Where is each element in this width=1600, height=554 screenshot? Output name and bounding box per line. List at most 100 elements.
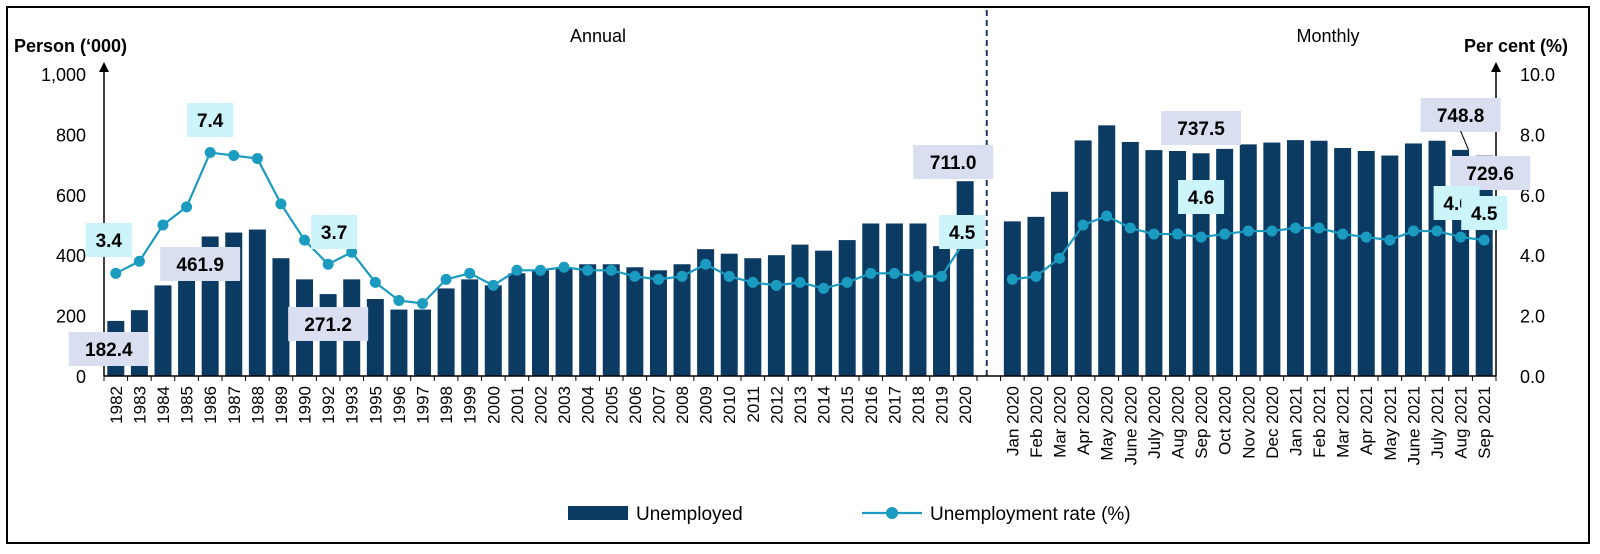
data-label: 748.8	[1437, 106, 1485, 127]
right-tick-label: 10.0	[1520, 65, 1555, 85]
data-label-leader	[1460, 130, 1470, 151]
x-tick-label: 2018	[909, 386, 928, 424]
x-tick-label: Aug 2020	[1168, 386, 1187, 459]
left-tick-label: 200	[56, 307, 86, 327]
x-tick-label: 1982	[107, 386, 126, 424]
rate-point-2001	[511, 264, 523, 276]
right-tick-label: 6.0	[1520, 186, 1545, 206]
rate-point-2007	[652, 273, 664, 285]
x-tick-label: 1988	[248, 386, 267, 424]
rate-point-2004	[582, 264, 594, 276]
bar-apr-2021	[1357, 151, 1375, 376]
bar-1997	[414, 309, 432, 376]
x-tick-label: 2002	[531, 386, 550, 424]
x-tick-label: 2016	[862, 386, 881, 424]
bar-dec-2020	[1263, 142, 1281, 376]
x-tick-label: 1995	[366, 386, 385, 424]
bar-2010	[720, 253, 738, 376]
rate-point-1992	[322, 258, 334, 270]
bar-1989	[272, 258, 290, 376]
rate-point-jan-2021	[1289, 222, 1301, 234]
rate-point-july-2021	[1431, 225, 1443, 237]
data-label: 4.5	[949, 223, 976, 244]
x-tick-label: 2020	[956, 386, 975, 424]
rate-point-2000	[487, 279, 499, 291]
rate-point-jan-2020	[1006, 273, 1018, 285]
bar-2009	[697, 249, 715, 376]
left-tick-label: 800	[56, 125, 86, 145]
bar-june-2021	[1404, 143, 1422, 376]
x-tick-label: Mar 2021	[1334, 386, 1353, 458]
x-tick-label: 2019	[933, 386, 952, 424]
x-tick-label: 2011	[744, 386, 763, 423]
right-tick-label: 8.0	[1520, 125, 1545, 145]
rate-point-june-2020	[1124, 222, 1136, 234]
bar-mar-2021	[1334, 147, 1352, 376]
bar-1996	[390, 309, 408, 376]
rate-point-1986	[204, 147, 216, 159]
bar-may-2020	[1098, 125, 1116, 376]
bar-2008	[673, 264, 691, 376]
data-label-box	[913, 145, 994, 179]
left-tick-label: 400	[56, 246, 86, 266]
bar-2014	[815, 250, 833, 376]
data-label: 7.4	[197, 111, 224, 132]
bar-1985	[178, 279, 196, 376]
x-tick-label: Dec 2020	[1263, 386, 1282, 459]
bar-2016	[862, 223, 880, 376]
rate-point-2018	[912, 270, 924, 282]
rate-point-2014	[818, 282, 830, 294]
bar-2020	[956, 181, 974, 376]
x-tick-label: 2008	[673, 386, 692, 424]
data-label-box	[1450, 156, 1531, 190]
rate-point-apr-2021	[1360, 231, 1372, 243]
data-label: 729.6	[1466, 164, 1514, 185]
x-tick-label: June 2020	[1121, 386, 1140, 465]
x-tick-label: 1983	[130, 386, 149, 424]
x-tick-label: Feb 2020	[1027, 386, 1046, 458]
legend-swatch-unemployed	[568, 506, 628, 520]
rate-point-sep-2021	[1478, 234, 1490, 246]
rate-point-2017	[888, 267, 900, 279]
left-axis-title: Person (‘000)	[14, 36, 127, 56]
rate-point-2006	[629, 270, 641, 282]
right-tick-label: 0.0	[1520, 367, 1545, 387]
x-tick-label: 2012	[767, 386, 786, 424]
data-label-box	[288, 307, 369, 341]
rate-point-oct-2020	[1219, 228, 1231, 240]
x-tick-label: June 2021	[1404, 386, 1423, 465]
bar-2012	[767, 255, 785, 376]
x-tick-label: July 2021	[1428, 386, 1447, 459]
rate-point-june-2021	[1407, 225, 1419, 237]
bar-1984	[154, 285, 172, 376]
x-tick-label: 2003	[555, 386, 574, 424]
x-tick-label: 2005	[602, 386, 621, 424]
rate-point-2005	[605, 264, 617, 276]
bar-1999	[461, 279, 479, 376]
rate-point-feb-2021	[1313, 222, 1325, 234]
bar-feb-2020	[1027, 216, 1045, 376]
bar-may-2021	[1381, 155, 1399, 376]
data-label-box	[1161, 111, 1242, 145]
x-tick-label: 2013	[791, 386, 810, 424]
bar-apr-2020	[1074, 140, 1092, 376]
rate-point-1993	[346, 246, 358, 258]
data-label: 461.9	[176, 255, 224, 276]
bar-2013	[791, 244, 809, 376]
bar-july-2020	[1145, 150, 1163, 376]
rate-point-1998	[440, 273, 452, 285]
x-tick-label: July 2020	[1145, 386, 1164, 459]
rate-point-2003	[558, 261, 570, 273]
rate-point-1982	[110, 267, 122, 279]
x-tick-label: 2000	[484, 386, 503, 424]
data-label: 182.4	[85, 340, 133, 361]
rate-point-2008	[676, 270, 688, 282]
right-axis-title: Per cent (%)	[1464, 36, 1568, 56]
x-tick-label: 1998	[437, 386, 456, 424]
x-tick-label: 2009	[697, 386, 716, 424]
x-tick-label: 2015	[838, 386, 857, 424]
data-label-box	[1420, 98, 1501, 132]
rate-point-1995	[369, 276, 381, 288]
data-label: 711.0	[930, 153, 977, 174]
